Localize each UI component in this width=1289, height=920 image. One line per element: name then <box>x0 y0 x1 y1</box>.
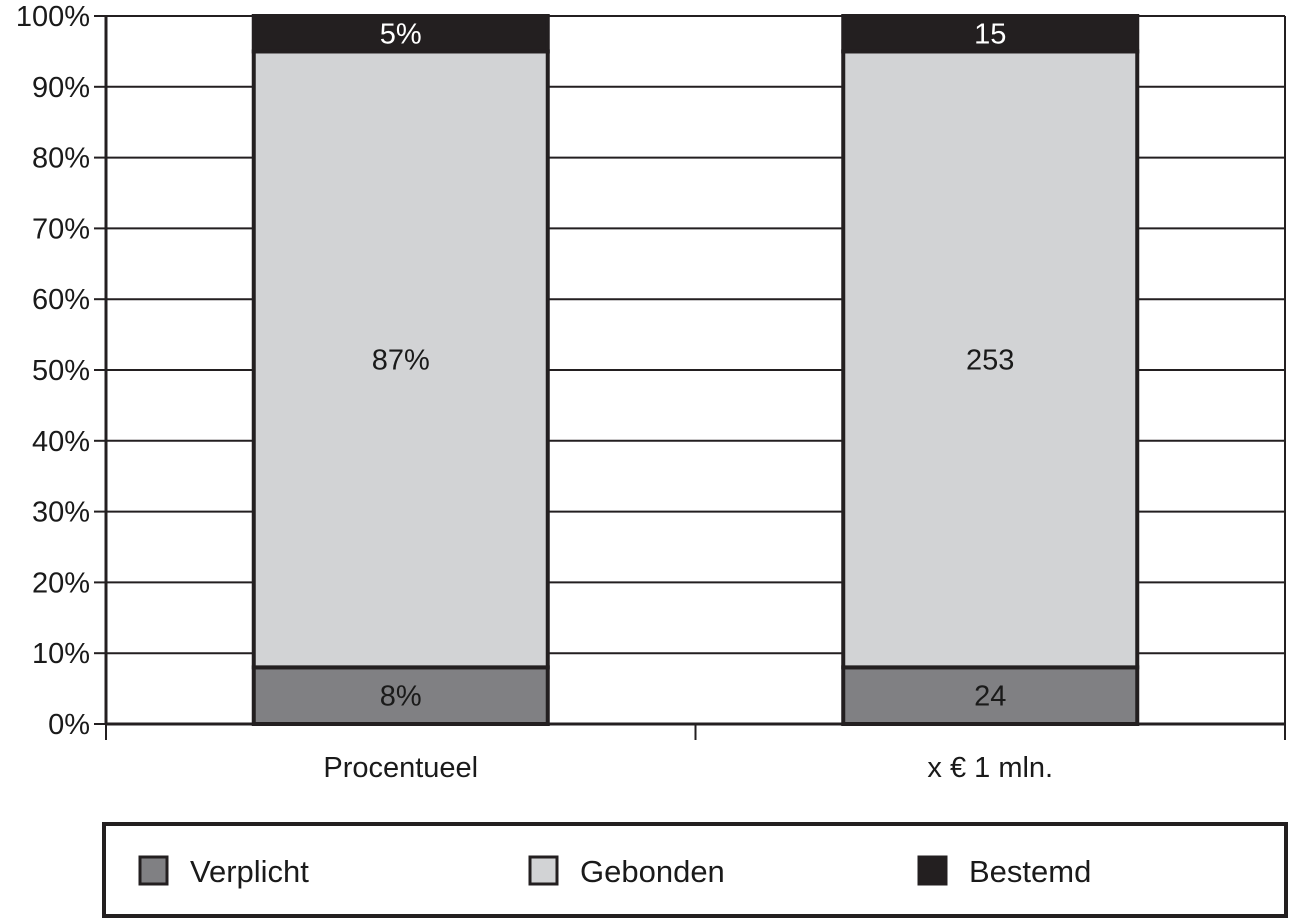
legend-label: Bestemd <box>969 854 1091 889</box>
legend-swatch-bestemd <box>917 855 948 886</box>
bar-segment-gebonden <box>841 49 1140 670</box>
y-tick-label: 0% <box>48 709 90 741</box>
y-tick-label: 30% <box>32 497 90 529</box>
bar-segment-verplicht <box>251 665 550 726</box>
y-tick-label: 90% <box>32 72 90 104</box>
data-label: 253 <box>966 344 1014 376</box>
data-label: 8% <box>380 681 422 713</box>
bar-segment-bestemd <box>841 14 1140 54</box>
y-tick-label: 40% <box>32 426 90 458</box>
legend: Verplicht Gebonden Bestemd <box>102 822 1288 918</box>
data-label: 24 <box>974 681 1006 713</box>
x-category-label: Procentueel <box>323 752 478 784</box>
legend-box <box>102 822 1288 918</box>
y-tick-label: 60% <box>32 284 90 316</box>
bar-segment-verplicht <box>841 665 1140 726</box>
y-tick-label: 20% <box>32 567 90 599</box>
bar-segment-gebonden <box>251 49 550 670</box>
bar-segment-bestemd <box>251 14 550 54</box>
legend-swatch-verplicht <box>138 855 169 886</box>
plot-area: 0% 10% 20% 30% 40% 50% 60% 70% 80% 90% 100% 8% 87% 5%… <box>16 1 1286 784</box>
y-tick-label: 10% <box>32 638 90 670</box>
y-tick-label: 80% <box>32 143 90 175</box>
data-label: 87% <box>372 344 430 376</box>
data-label: 15 <box>974 19 1006 51</box>
y-tick-label: 100% <box>16 1 90 33</box>
legend-swatch-gebonden <box>528 855 559 886</box>
y-tick-label: 70% <box>32 213 90 245</box>
x-category-label: x € 1 mln. <box>927 752 1053 784</box>
legend-label: Gebonden <box>580 854 725 889</box>
data-label: 5% <box>380 19 422 51</box>
y-tick-label: 50% <box>32 355 90 387</box>
legend-label: Verplicht <box>190 854 309 889</box>
